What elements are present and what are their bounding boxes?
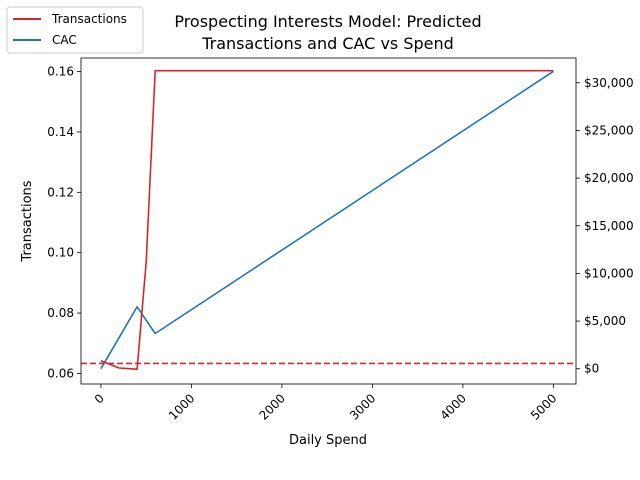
y-left-tick-label: 0.12	[47, 185, 74, 199]
series-line-cac	[100, 70, 554, 370]
y-right-tick-label: $5,000	[584, 314, 626, 328]
y-axis-label: Transactions	[20, 180, 35, 262]
x-tick-label: 3000	[347, 391, 378, 422]
chart-title-line-1: Prospecting Interests Model: Predicted	[174, 12, 481, 31]
chart-title-line-2: Transactions and CAC vs Spend	[201, 34, 454, 53]
y-left-tick-label: 0.08	[47, 306, 74, 320]
x-tick-label: 2000	[257, 391, 288, 422]
y-right-tick-label: $30,000	[584, 76, 634, 90]
y-right-tick-label: $25,000	[584, 123, 634, 137]
x-axis-label: Daily Spend	[289, 433, 367, 448]
legend-label: CAC	[52, 33, 77, 47]
legend-label: Transactions	[51, 12, 127, 26]
y-right-tick-label: $0	[584, 362, 599, 376]
y-left-tick-label: 0.10	[47, 246, 74, 260]
plot-frame	[80, 57, 577, 385]
y-left-tick-label: 0.06	[47, 366, 74, 380]
y-right-tick-label: $20,000	[584, 171, 634, 185]
series-line-transactions	[100, 69, 554, 371]
x-tick-label: 0	[92, 391, 107, 406]
y-left-tick-label: 0.14	[47, 125, 74, 139]
legend: Transactions CAC	[6, 6, 144, 54]
x-tick-label: 1000	[166, 391, 197, 422]
y-right-tick-label: $15,000	[584, 219, 634, 233]
x-tick-label: 4000	[438, 391, 469, 422]
x-tick-label: 5000	[528, 391, 559, 422]
y-left-tick-label: 0.16	[47, 65, 74, 79]
y-right-tick-label: $10,000	[584, 266, 634, 280]
